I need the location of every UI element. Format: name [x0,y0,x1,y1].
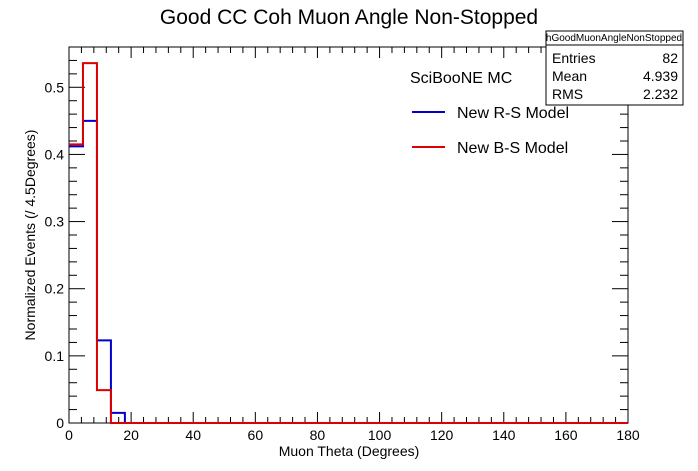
chart-title: Good CC Coh Muon Angle Non-Stopped [160,6,538,29]
y-tick-label: 0.2 [45,281,65,297]
stats-label-rms: RMS [552,86,583,102]
x-tick-label: 20 [123,427,139,443]
plot-frame [68,46,629,424]
x-tick-label: 0 [65,427,73,443]
x-tick-label: 140 [492,427,516,443]
histogram-series-rs [69,119,628,424]
stats-box-frame [545,30,684,106]
x-tick-label: 40 [185,427,201,443]
x-tick-label: 180 [616,427,640,443]
legend-label-bs: New B-S Model [457,140,568,157]
legend-label-rs: New R-S Model [457,105,569,122]
x-tick-label: 120 [430,427,454,443]
y-tick-label: 0.3 [45,214,65,230]
y-tick-label: 0.1 [45,348,65,364]
series-layer [69,62,628,424]
stats-box: hGoodMuonAngleNonStopped Entries 82 Mean… [545,30,684,106]
stats-value-rms: 2.232 [643,86,678,102]
x-tick-label: 60 [248,427,264,443]
y-tick-label: 0.4 [45,146,65,162]
stats-value-mean: 4.939 [643,68,678,84]
x-tick-label: 80 [310,427,326,443]
legend-background [402,58,544,170]
histogram-series-bs [69,62,628,424]
stats-value-entries: 82 [662,50,678,66]
y-tick-label: 0 [56,415,64,431]
legend-header: SciBooNE MC [410,70,512,87]
legend: SciBooNE MC New R-S Model New B-S Model [402,58,569,170]
stats-label-entries: Entries [552,50,596,66]
stats-label-mean: Mean [552,68,587,84]
x-tick-label: 160 [554,427,578,443]
stats-box-title: hGoodMuonAngleNonStopped [546,33,682,44]
y-axis-label: Normalized Events (/ 4.5Degrees) [22,130,38,341]
x-axis-label: Muon Theta (Degrees) [279,443,420,459]
x-tick-label: 100 [368,427,392,443]
y-axis: 0 0.1 0.2 0.3 0.4 0.5 [45,46,628,431]
x-axis: 0 20 40 60 80 100 120 140 160 180 [65,47,640,443]
y-tick-label: 0.5 [45,79,65,95]
